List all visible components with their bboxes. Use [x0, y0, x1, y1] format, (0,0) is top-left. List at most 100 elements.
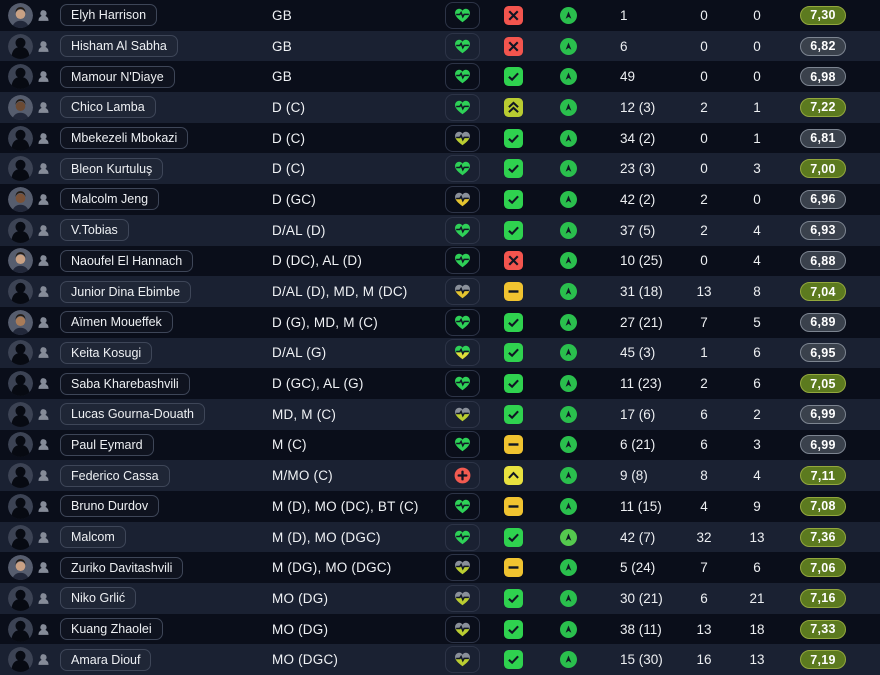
player-name-button[interactable]: Hisham Al Sabha — [60, 35, 178, 58]
player-photo-wrap — [8, 248, 33, 274]
table-row[interactable]: Kuang Zhaolei MO (DG) 38 (11) 13 18 7,33 — [0, 613, 880, 645]
stat-value: 0 — [753, 38, 761, 54]
stat-value: 3 — [753, 437, 761, 453]
table-row[interactable]: Chico Lamba D (C) 12 (3) 2 1 7,22 — [0, 92, 880, 123]
player-name-button[interactable]: Malcom — [60, 526, 126, 549]
stat-value: 4 — [753, 253, 761, 269]
table-row[interactable]: Zuriko Davitashvili M (DG), MO (DGC) 5 (… — [0, 552, 880, 584]
condition-indicator — [444, 400, 480, 428]
table-row[interactable]: Saba Kharebashvili D (GC), AL (G) 11 (23… — [0, 368, 880, 399]
player-name-button[interactable]: Chico Lamba — [60, 96, 156, 119]
person-icon — [38, 623, 49, 635]
stat-value: 16 — [696, 652, 712, 668]
player-name-button[interactable]: Zuriko Davitashvili — [60, 556, 184, 579]
heart-pulse-icon — [454, 69, 470, 84]
stat-value: 4 — [753, 468, 761, 484]
player-photo — [8, 463, 33, 489]
average-rating-badge: 7,04 — [800, 282, 846, 302]
player-name-button[interactable]: Federico Cassa — [60, 464, 170, 487]
table-row[interactable]: Hisham Al Sabha GB 6 0 0 6,82 — [0, 30, 880, 62]
person-icon — [38, 562, 49, 574]
table-row[interactable]: Bruno Durdov M (D), MO (DC), BT (C) 11 (… — [0, 491, 880, 522]
table-row[interactable]: V.Tobias D/AL (D) 37 (5) 2 4 6,93 — [0, 214, 880, 246]
cross-status-icon — [503, 5, 523, 25]
table-row[interactable]: Niko Grlić MO (DG) 30 (21) 6 21 7,16 — [0, 583, 880, 614]
table-row[interactable]: Elyh Harrison GB 1 0 0 7,30 — [0, 0, 880, 31]
player-photo-wrap — [8, 401, 33, 427]
heart-pulse-icon — [454, 284, 470, 299]
player-name-button[interactable]: Junior Dina Ebimbe — [60, 280, 192, 303]
check-status-icon — [503, 619, 523, 639]
player-name-button[interactable]: Malcolm Jeng — [60, 188, 160, 211]
player-name-button[interactable]: Lucas Gourna-Douath — [60, 403, 205, 426]
player-position: M (D), MO (DC), BT (C) — [272, 498, 419, 514]
heart-pulse-icon — [454, 499, 470, 514]
table-row[interactable]: Naoufel El Hannach D (DC), AL (D) 10 (25… — [0, 245, 880, 277]
table-row[interactable]: Paul Eymard M (C) 6 (21) 6 3 6,99 — [0, 429, 880, 461]
condition-indicator — [444, 155, 480, 183]
player-name-button[interactable]: Mbekezeli Mbokazi — [60, 127, 189, 150]
morale-arrow-up-icon — [559, 6, 577, 24]
table-row[interactable]: Bleon Kurtuluş D (C) 23 (3) 0 3 7,00 — [0, 153, 880, 185]
player-name-button[interactable]: Niko Grlić — [60, 587, 137, 610]
stat-value: 0 — [753, 69, 761, 85]
condition-indicator — [444, 370, 480, 398]
condition-indicator — [444, 431, 480, 459]
player-photo — [8, 217, 33, 243]
player-name-button[interactable]: Mamour N'Diaye — [60, 65, 175, 88]
average-rating-badge: 6,99 — [800, 404, 846, 424]
table-row[interactable]: Mbekezeli Mbokazi D (C) 34 (2) 0 1 6,81 — [0, 122, 880, 154]
average-rating-badge: 6,88 — [800, 251, 846, 271]
player-photo — [8, 248, 33, 274]
player-name-button[interactable]: Kuang Zhaolei — [60, 618, 163, 641]
player-position: D (C) — [272, 130, 306, 146]
appearances-value: 6 (21) — [620, 437, 656, 453]
player-photo — [8, 2, 33, 28]
appearances-value: 42 (7) — [620, 529, 656, 545]
check-status-icon — [503, 588, 523, 608]
player-photo-wrap — [8, 309, 33, 335]
person-icon — [38, 470, 49, 481]
table-row[interactable]: Aïmen Moueffek D (G), MD, M (C) 27 (21) … — [0, 306, 880, 338]
person-icon — [38, 316, 49, 328]
player-name-button[interactable]: Aïmen Moueffek — [60, 311, 173, 334]
appearances-value: 34 (2) — [620, 130, 656, 146]
player-photo-wrap — [8, 555, 33, 581]
table-row[interactable]: Amara Diouf MO (DGC) 15 (30) 16 13 7,19 — [0, 644, 880, 675]
morale-arrow-up-icon — [559, 68, 577, 86]
player-photo-wrap — [8, 585, 33, 611]
person-icon — [38, 10, 49, 21]
player-name-button[interactable]: V.Tobias — [60, 219, 129, 242]
table-row[interactable]: Mamour N'Diaye GB 49 0 0 6,98 — [0, 61, 880, 93]
stat-value: 13 — [749, 652, 765, 668]
table-row[interactable]: Malcolm Jeng D (GC) 42 (2) 2 0 6,96 — [0, 184, 880, 215]
table-row[interactable]: Malcom M (D), MO (DGC) 42 (7) 32 13 7,36 — [0, 521, 880, 553]
table-row[interactable]: Keita Kosugi D/AL (G) 45 (3) 1 6 6,95 — [0, 337, 880, 369]
person-icon — [38, 654, 49, 666]
appearances-value: 11 (23) — [620, 376, 662, 392]
stat-value: 8 — [753, 284, 761, 300]
stat-value: 4 — [700, 498, 708, 514]
player-name-button[interactable]: Bleon Kurtuluş — [60, 157, 164, 180]
player-name-button[interactable]: Keita Kosugi — [60, 341, 153, 364]
player-name-button[interactable]: Elyh Harrison — [60, 4, 158, 27]
heart-pulse-icon — [454, 100, 470, 115]
player-name-button[interactable]: Naoufel El Hannach — [60, 249, 194, 272]
player-photo — [8, 186, 33, 212]
minus-status-icon — [503, 558, 523, 578]
stat-value: 2 — [700, 99, 708, 115]
stat-value: 0 — [700, 69, 708, 85]
condition-indicator — [444, 615, 480, 643]
minus-status-icon — [503, 496, 523, 516]
player-name-button[interactable]: Saba Kharebashvili — [60, 372, 190, 395]
player-name-button[interactable]: Paul Eymard — [60, 433, 154, 456]
person-icon — [38, 439, 49, 451]
player-name-button[interactable]: Bruno Durdov — [60, 495, 160, 518]
person-icon — [38, 501, 49, 512]
table-row[interactable]: Lucas Gourna-Douath MD, M (C) 17 (6) 6 2… — [0, 398, 880, 430]
player-name-button[interactable]: Amara Diouf — [60, 648, 152, 671]
player-photo-wrap — [8, 94, 33, 120]
stat-value: 2 — [700, 376, 708, 392]
table-row[interactable]: Junior Dina Ebimbe D/AL (D), MD, M (DC) … — [0, 276, 880, 307]
table-row[interactable]: Federico Cassa M/MO (C) 9 (8) 8 4 7,11 — [0, 460, 880, 491]
